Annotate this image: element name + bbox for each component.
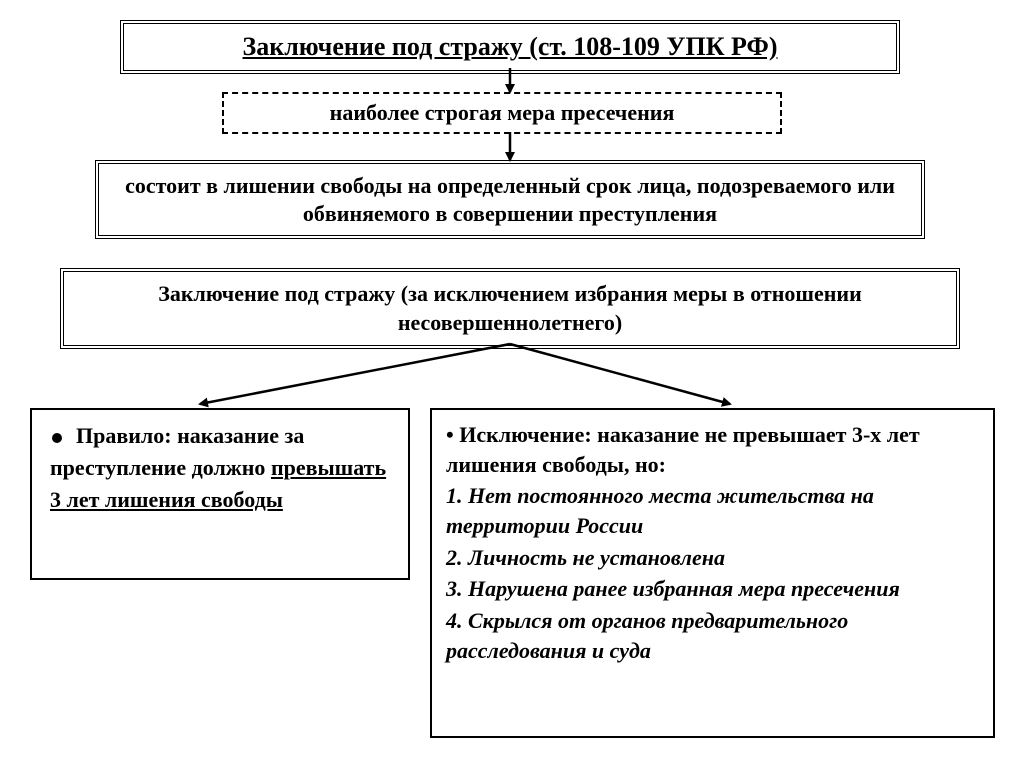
- arrows-layer: [0, 0, 1024, 767]
